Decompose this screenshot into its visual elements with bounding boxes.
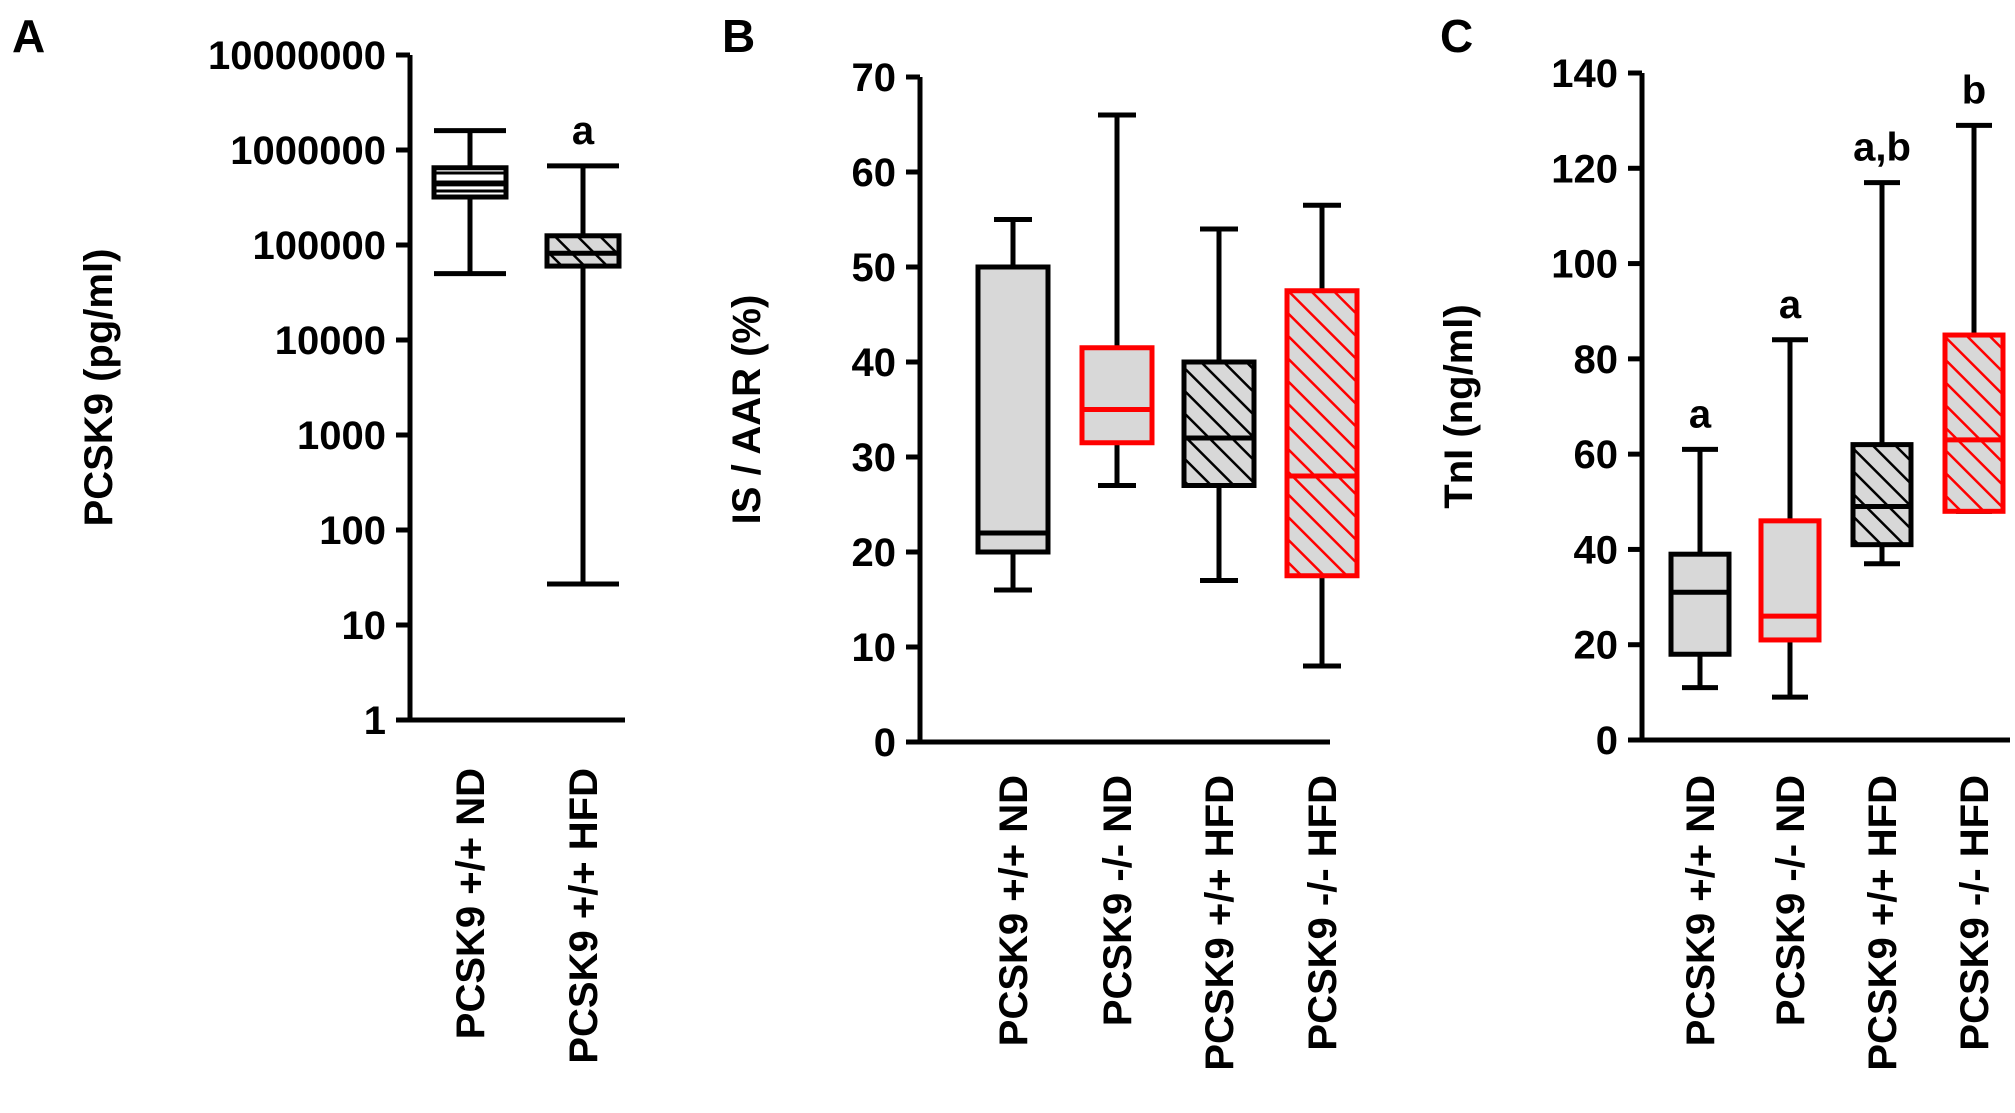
significance-label: a <box>572 109 595 153</box>
y-tick-label: 1000000 <box>230 129 386 173</box>
category-label: PCSK9 +/+ HFD <box>562 768 606 1064</box>
y-tick-label: 80 <box>1574 338 1619 382</box>
y-tick-label: 30 <box>852 436 897 480</box>
y-tick-label: 60 <box>1574 433 1619 477</box>
box-body <box>975 264 1051 555</box>
significance-label: b <box>1962 68 1986 112</box>
box-body <box>1758 518 1822 643</box>
box-2: a,b PCSK9 +/+ HFD <box>1850 126 1914 1071</box>
y-tick-label: 10 <box>342 604 387 648</box>
box-1: a PCSK9 +/+ HFD <box>544 109 622 1064</box>
y-tick-label: 70 <box>852 56 897 100</box>
significance-label: a <box>1689 392 1712 436</box>
box-1: a PCSK9 -/- ND <box>1758 283 1822 1026</box>
box-0: a PCSK9 +/+ ND <box>1668 392 1732 1046</box>
category-label: PCSK9 +/+ HFD <box>1198 775 1242 1071</box>
category-label: PCSK9 -/- HFD <box>1301 775 1345 1051</box>
panel-b: B 70 60 50 40 30 20 10 0 IS / AAR (%) PCSK9 +/+ ND… <box>722 10 1360 1071</box>
category-label: PCSK9 -/- HFD <box>1953 775 1997 1051</box>
box-body <box>1942 332 2006 514</box>
significance-label: a <box>1779 283 1802 327</box>
y-axis-title: IS / AAR (%) <box>725 295 769 525</box>
box-1: PCSK9 -/- ND <box>1079 112 1155 1026</box>
y-tick-label: 100 <box>1551 243 1618 287</box>
category-label: PCSK9 +/+ ND <box>449 768 493 1039</box>
box-body <box>1850 442 1914 548</box>
y-tick-label: 20 <box>1574 624 1619 668</box>
category-label: PCSK9 +/+ ND <box>1679 775 1723 1046</box>
y-axis-title: PCSK9 (pg/ml) <box>77 249 121 527</box>
y-tick-label: 10000000 <box>208 34 386 78</box>
y-tick-label: 0 <box>1596 719 1618 763</box>
category-label: PCSK9 +/+ ND <box>992 775 1036 1046</box>
box-3: b PCSK9 -/- HFD <box>1942 68 2006 1051</box>
panel-c: C 140 120 100 80 60 40 20 0 TnI (ng/ml) a PCSK9 +/+… <box>1437 10 2010 1071</box>
box-body <box>1284 288 1360 579</box>
y-tick-label: 10 <box>852 626 897 670</box>
category-label: PCSK9 +/+ HFD <box>1861 775 1905 1071</box>
y-tick-label: 40 <box>1574 528 1619 572</box>
box-2: PCSK9 +/+ HFD <box>1181 226 1257 1071</box>
y-axis-title: TnI (ng/ml) <box>1437 304 1481 508</box>
y-tick-label: 100 <box>319 509 386 553</box>
category-label: PCSK9 -/- ND <box>1769 775 1813 1026</box>
y-tick-label: 1000 <box>297 414 386 458</box>
y-tick-label: 140 <box>1551 52 1618 96</box>
box-0: PCSK9 +/+ ND <box>975 217 1051 1046</box>
box-body <box>1668 551 1732 657</box>
panel-a: A 10000000 1000000 100000 10000 1000 100 10 1 PCS… <box>12 10 625 1064</box>
box-body <box>1079 345 1155 446</box>
y-tick-label: 100000 <box>253 224 386 268</box>
category-label: PCSK9 -/- ND <box>1096 775 1140 1026</box>
y-tick-label: 60 <box>852 151 897 195</box>
panel-letter: A <box>12 10 45 62</box>
y-tick-label: 0 <box>874 721 896 765</box>
y-tick-label: 10000 <box>275 319 386 363</box>
box-3: PCSK9 -/- HFD <box>1284 202 1360 1051</box>
box-0: PCSK9 +/+ ND <box>431 128 509 1039</box>
panel-letter: B <box>722 10 755 62</box>
panel-letter: C <box>1440 10 1473 62</box>
y-tick-label: 20 <box>852 531 897 575</box>
significance-label: a,b <box>1853 126 1911 170</box>
y-tick-label: 50 <box>852 246 897 290</box>
y-tick-label: 120 <box>1551 147 1618 191</box>
y-tick-label: 1 <box>364 699 386 743</box>
box-body <box>1181 359 1257 488</box>
y-tick-label: 40 <box>852 341 897 385</box>
